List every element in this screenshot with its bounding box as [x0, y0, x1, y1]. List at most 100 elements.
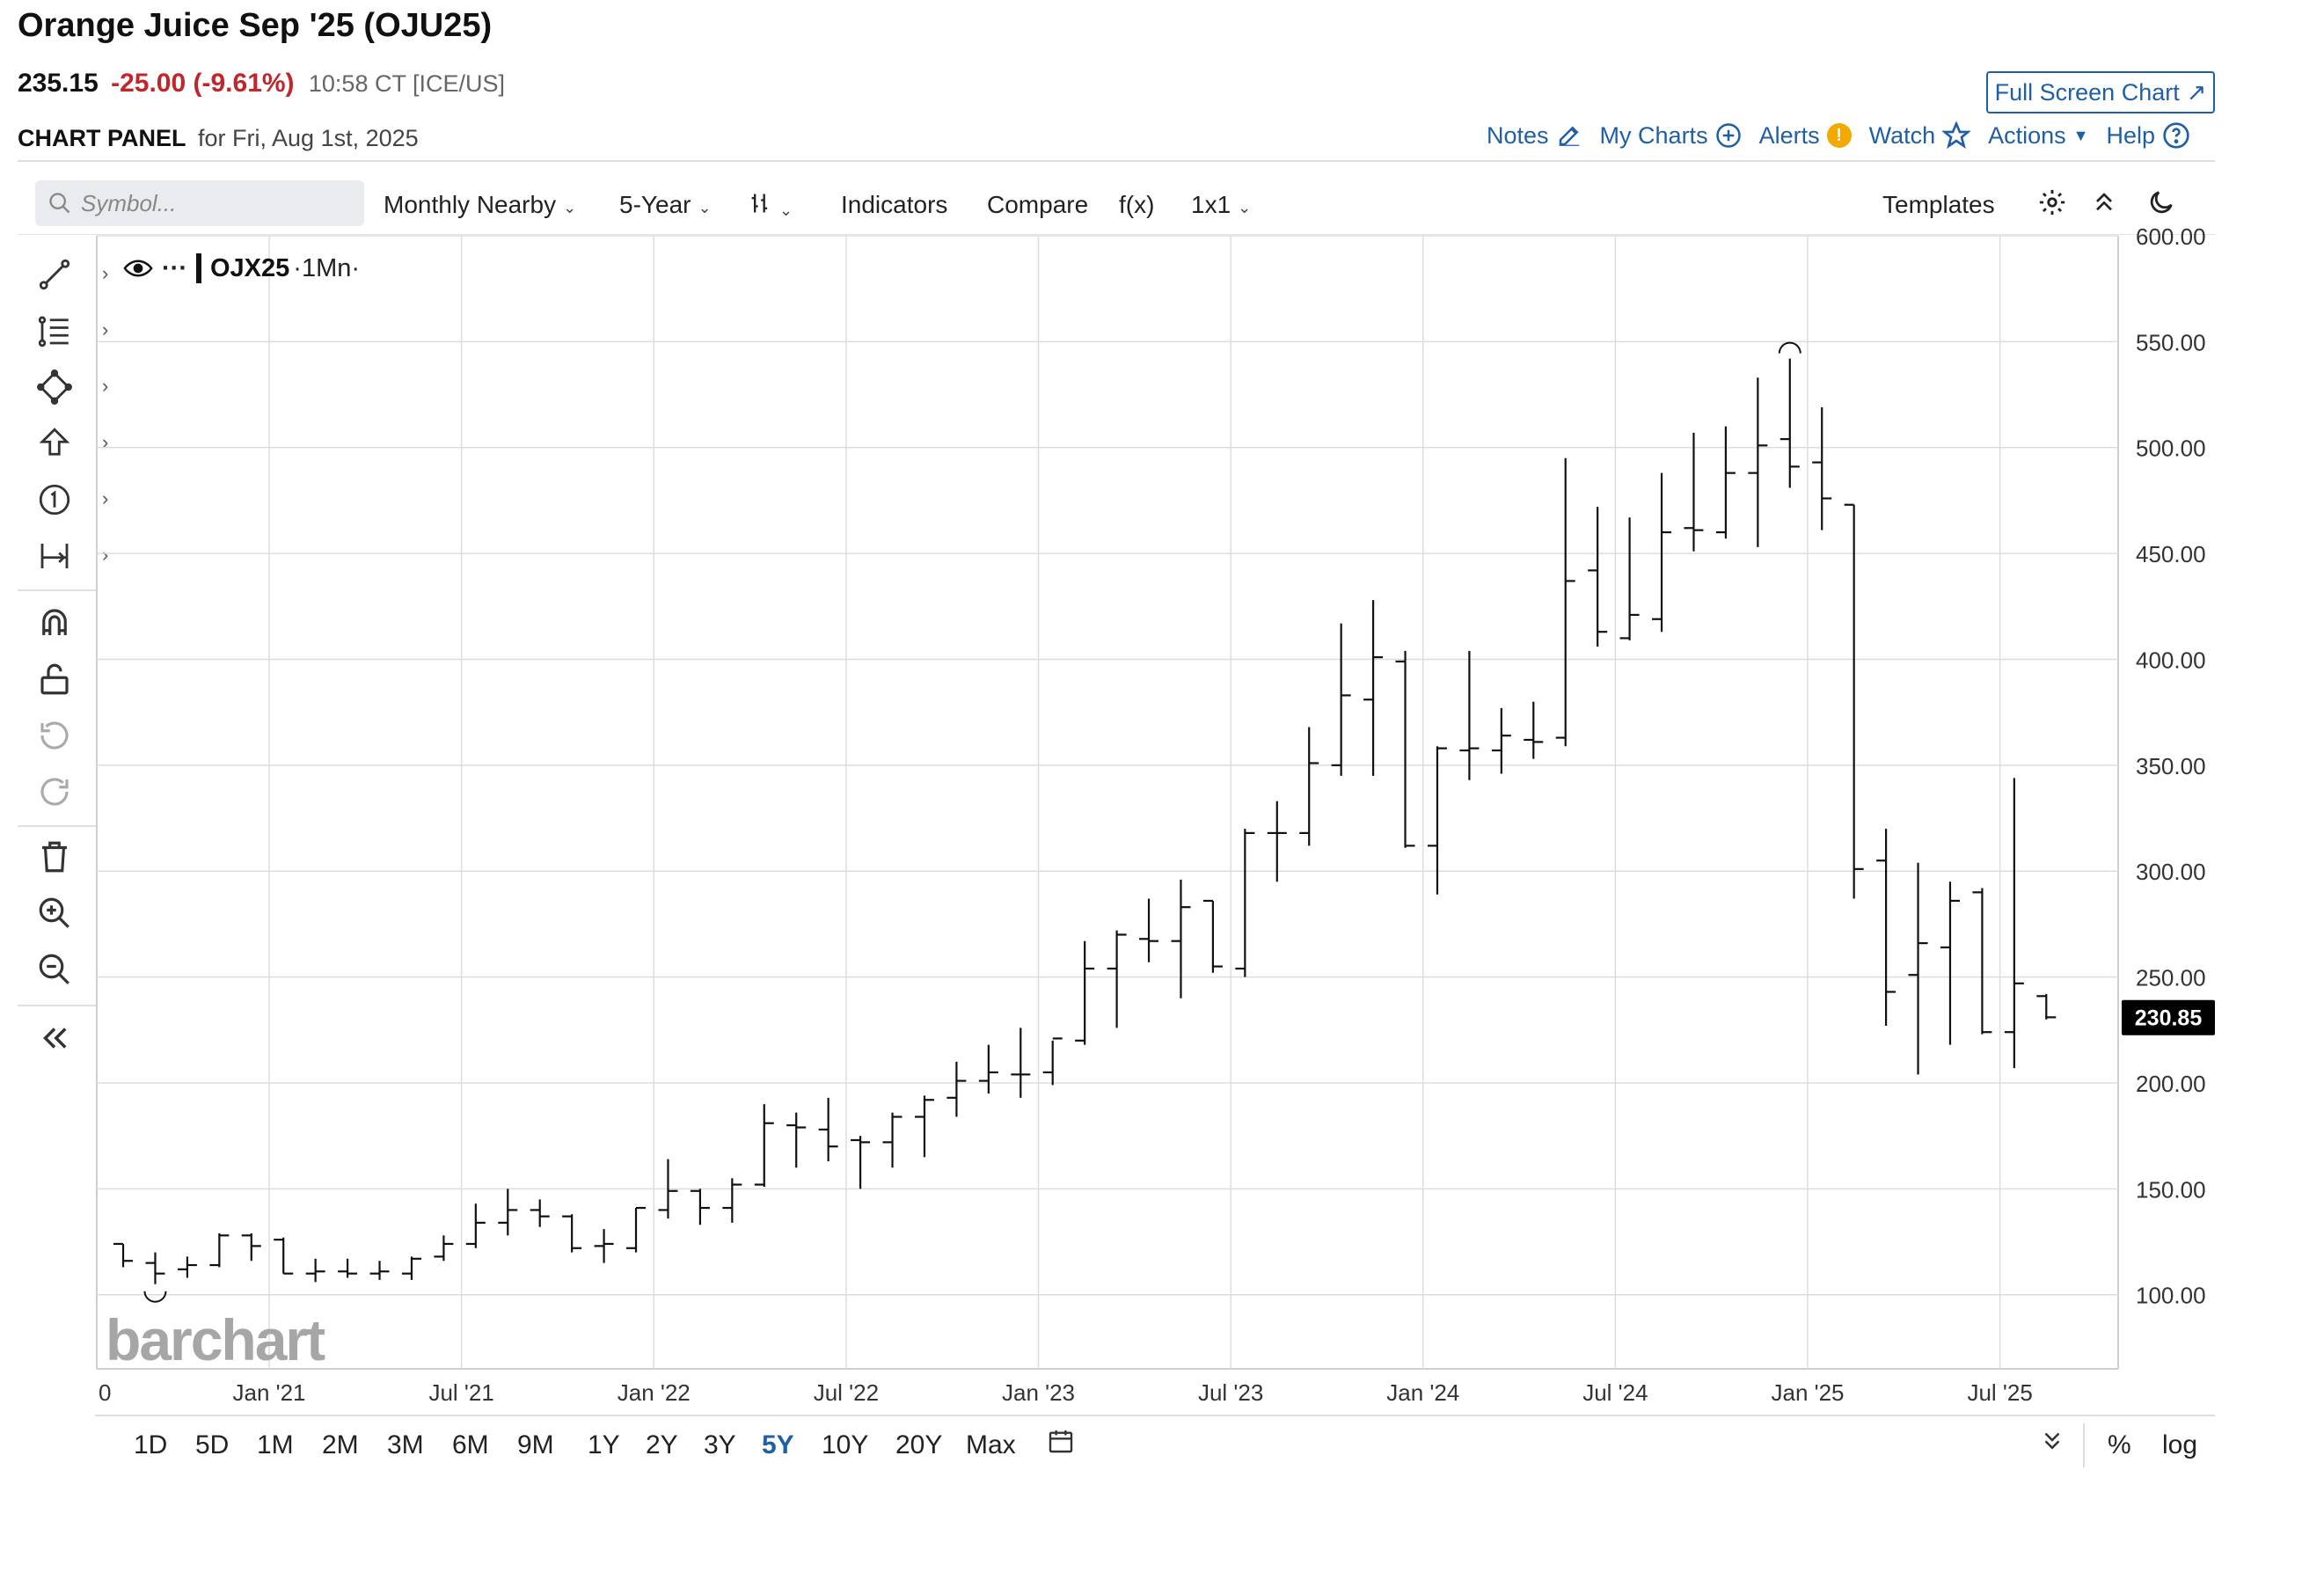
y-tick-label: 200.00 [2136, 1071, 2206, 1097]
edit-icon [1559, 126, 1579, 146]
quote-time: 10:58 CT [ICE/US] [308, 70, 505, 97]
chevron-right-icon: › [102, 318, 109, 340]
range-1y[interactable]: 1Y [588, 1430, 620, 1459]
range-3y[interactable]: 3Y [704, 1430, 736, 1459]
range-5d[interactable]: 5D [195, 1430, 230, 1459]
ohlc-bar [1588, 507, 1608, 647]
dark-mode-icon[interactable] [2146, 187, 2176, 223]
delete-drawings-button[interactable] [35, 838, 74, 876]
chart-toolbar: Symbol... Monthly Nearby ⌄ 5-Year ⌄ ⌄ Indi… [35, 179, 2217, 228]
collapse-toolbar-button[interactable] [35, 1019, 74, 1057]
range-9m[interactable]: 9M [517, 1430, 554, 1459]
range-1d[interactable]: 1D [134, 1430, 168, 1459]
actions-button[interactable]: Actions ▼ [1988, 122, 2088, 150]
ohlc-bar [241, 1233, 261, 1262]
calendar-icon[interactable] [1047, 1427, 1075, 1462]
tools-divider [18, 1005, 97, 1006]
measure-icon [40, 544, 69, 568]
help-label: Help [2106, 121, 2156, 149]
alerts-button[interactable]: Alerts ! [1759, 122, 1852, 150]
range-10y[interactable]: 10Y [822, 1430, 869, 1459]
range-dropdown[interactable]: 5-Year ⌄ [619, 191, 712, 219]
ohlc-bar [1812, 407, 1832, 530]
chart-legend[interactable]: ··· OJX25 ·1Mn· [123, 253, 360, 283]
symbol-search-input[interactable]: Symbol... [35, 180, 364, 226]
range-1m[interactable]: 1M [257, 1430, 294, 1459]
lock-tool[interactable] [35, 660, 74, 699]
full-screen-chart-button[interactable]: Full Screen Chart ↗ [1986, 71, 2215, 113]
layout-dropdown[interactable]: 1x1 ⌄ [1191, 191, 1251, 219]
ohlc-bar [851, 1136, 871, 1189]
zoom-in-button[interactable] [35, 894, 74, 933]
percent-toggle[interactable]: % [2108, 1430, 2131, 1459]
notes-button[interactable]: Notes [1487, 122, 1582, 150]
annotation-tool[interactable]: › [35, 480, 108, 519]
ohlc-bar [1363, 600, 1384, 776]
ohlc-bar [1972, 888, 1992, 1035]
y-tick-label: 250.00 [2136, 965, 2206, 991]
ohlc-bar [113, 1242, 134, 1268]
ohlc-bar [978, 1044, 998, 1094]
ohlc-bar [1908, 862, 1928, 1075]
measure-tool[interactable]: › [35, 537, 108, 575]
period-dropdown[interactable]: Monthly Nearby ⌄ [384, 191, 576, 219]
last-price-tag [2122, 999, 2215, 1035]
ohlc-bar [338, 1258, 358, 1278]
last-price: 235.15 [18, 69, 99, 98]
range-6m[interactable]: 6M [452, 1430, 489, 1459]
range-20y[interactable]: 20Y [895, 1430, 943, 1459]
magnet-tool[interactable] [35, 603, 74, 642]
range-3m[interactable]: 3M [387, 1430, 424, 1459]
chart-panel-title: CHART PANEL [18, 125, 186, 151]
range-5y[interactable]: 5Y [762, 1430, 794, 1459]
help-button[interactable]: Help [2107, 121, 2191, 150]
log-toggle[interactable]: log [2162, 1430, 2198, 1459]
layout-label: 1x1 [1191, 191, 1231, 218]
watch-button[interactable]: Watch [1869, 121, 1971, 150]
y-tick-label: 450.00 [2136, 541, 2206, 567]
tools-divider [18, 825, 97, 827]
chevron-right-icon: › [102, 431, 109, 453]
search-icon [49, 193, 70, 214]
eye-icon[interactable] [123, 259, 153, 278]
collapse-up-icon[interactable] [2090, 187, 2118, 222]
legend-symbol: OJX25 [209, 253, 290, 282]
legend-more-icon[interactable]: ··· [162, 253, 187, 282]
range-2m[interactable]: 2M [322, 1430, 359, 1459]
x-tick-label: Jul '24 [1582, 1379, 1648, 1406]
y-tick-label: 350.00 [2136, 753, 2206, 779]
compare-button[interactable]: Compare [987, 191, 1089, 218]
double-chevron-down-icon[interactable] [2039, 1427, 2065, 1460]
ohlc-bar [1395, 650, 1415, 848]
fx-button[interactable]: f(x) [1119, 191, 1155, 218]
undo-button[interactable] [35, 716, 74, 755]
quote-line: 235.15 -25.00 (-9.61%) 10:58 CT [ICE/US] [18, 69, 505, 99]
ohlc-bar [1844, 503, 1864, 899]
chevron-down-icon: ⌄ [1238, 199, 1252, 216]
ohlc-bar [1876, 829, 1896, 1026]
templates-button[interactable]: Templates [1882, 191, 1995, 218]
trendline-tool[interactable]: › [35, 255, 108, 294]
range-2y[interactable]: 2Y [646, 1430, 678, 1459]
toolbar-divider [18, 234, 2215, 235]
range-max[interactable]: Max [966, 1430, 1016, 1459]
ohlc-bar [209, 1233, 230, 1268]
fibonacci-tool[interactable]: › [35, 311, 108, 350]
my-charts-button[interactable]: My Charts [1600, 122, 1742, 150]
redo-button[interactable] [35, 772, 74, 811]
x-tick-label: Jul '23 [1198, 1379, 1263, 1406]
arrow-tool[interactable]: › [35, 424, 108, 463]
x-tick-label: 0 [99, 1379, 111, 1406]
trash-icon [42, 841, 67, 873]
ohlc-bar [1171, 879, 1191, 998]
chart-type-dropdown[interactable]: ⌄ [748, 191, 793, 222]
shapes-icon [37, 369, 72, 405]
ohlc-bar [177, 1256, 197, 1278]
ohlc-bar [786, 1112, 807, 1168]
settings-icon[interactable] [2037, 187, 2067, 223]
y-tick-label: 300.00 [2136, 859, 2206, 885]
zoom-out-button[interactable] [35, 950, 74, 989]
indicators-button[interactable]: Indicators [841, 191, 948, 218]
shapes-tool[interactable]: › [35, 368, 108, 406]
ohlc-bar [626, 1206, 647, 1253]
